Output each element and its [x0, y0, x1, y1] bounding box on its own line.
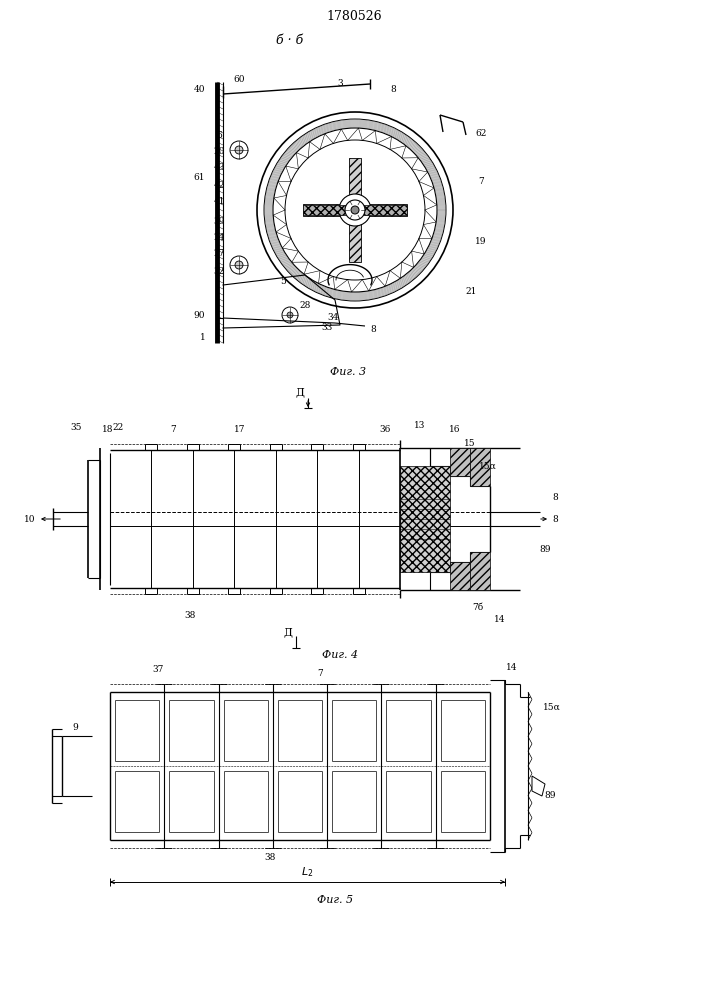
Polygon shape: [349, 158, 361, 196]
Text: 9: 9: [72, 722, 78, 732]
Text: 3: 3: [337, 80, 343, 89]
Text: 7: 7: [170, 426, 176, 434]
Text: 7: 7: [478, 178, 484, 186]
Polygon shape: [369, 204, 407, 216]
Text: 28: 28: [299, 300, 310, 310]
Text: 6: 6: [216, 130, 222, 139]
Text: 43: 43: [214, 163, 225, 172]
Text: 5: 5: [280, 277, 286, 286]
Text: б · б: б · б: [276, 33, 303, 46]
Text: 16: 16: [449, 426, 461, 434]
Bar: [400, 466, 450, 572]
Text: 19: 19: [475, 237, 486, 246]
Bar: [450, 448, 470, 476]
Circle shape: [230, 256, 248, 274]
Text: 38: 38: [264, 854, 276, 862]
Text: 39: 39: [214, 218, 225, 227]
Text: Д: Д: [284, 627, 293, 637]
Circle shape: [339, 194, 371, 226]
Text: 1780526: 1780526: [326, 10, 382, 23]
Text: 8: 8: [390, 86, 396, 95]
Text: 34: 34: [327, 314, 339, 322]
Text: 61: 61: [193, 174, 205, 182]
Text: 8: 8: [552, 492, 558, 502]
Text: 62: 62: [475, 129, 486, 138]
Circle shape: [230, 141, 248, 159]
Circle shape: [287, 312, 293, 318]
Text: 7б: 7б: [472, 603, 484, 612]
Text: 36: 36: [380, 426, 391, 434]
Text: 14: 14: [506, 662, 518, 672]
Text: 89: 89: [544, 792, 556, 800]
Text: 38: 38: [185, 610, 196, 619]
Text: 42: 42: [214, 180, 225, 190]
Bar: [450, 562, 470, 590]
Text: $L_2$: $L_2$: [301, 865, 313, 879]
Text: 90: 90: [193, 310, 205, 320]
Circle shape: [235, 261, 243, 269]
Circle shape: [282, 307, 298, 323]
Circle shape: [351, 206, 359, 214]
Polygon shape: [349, 224, 361, 262]
Text: 33: 33: [322, 324, 332, 332]
Circle shape: [235, 146, 243, 154]
Bar: [303, 205, 407, 215]
Text: 35: 35: [70, 424, 82, 432]
Text: 18: 18: [103, 426, 114, 434]
Text: 60: 60: [233, 76, 245, 85]
Bar: [470, 552, 490, 590]
Text: Фиг. 3: Фиг. 3: [330, 367, 366, 377]
Bar: [470, 448, 490, 486]
Polygon shape: [532, 776, 545, 796]
Text: 20: 20: [214, 147, 225, 156]
Text: 32: 32: [214, 267, 225, 276]
Text: Фиг. 4: Фиг. 4: [322, 650, 358, 660]
Text: 15: 15: [464, 438, 476, 448]
Text: 89: 89: [539, 544, 551, 554]
Text: 21: 21: [465, 288, 477, 296]
Text: 22: 22: [112, 424, 124, 432]
Polygon shape: [303, 204, 341, 216]
Text: 40: 40: [193, 86, 205, 95]
Text: 8: 8: [370, 326, 376, 334]
Text: 8: 8: [552, 514, 558, 524]
Circle shape: [345, 200, 365, 220]
Text: 7: 7: [317, 670, 323, 678]
Text: 14: 14: [494, 615, 506, 624]
Text: 37: 37: [152, 666, 164, 674]
Text: 10: 10: [24, 514, 36, 524]
Text: 15α: 15α: [479, 462, 497, 471]
Text: Фиг. 5: Фиг. 5: [317, 895, 353, 905]
Text: 15α: 15α: [543, 702, 561, 712]
Text: 13: 13: [414, 422, 426, 430]
Text: 24: 24: [214, 233, 225, 242]
Text: 27: 27: [214, 249, 225, 258]
Text: Д: Д: [296, 387, 305, 397]
Text: 17: 17: [234, 426, 246, 434]
Text: 1: 1: [200, 334, 206, 342]
Text: 41: 41: [214, 198, 225, 207]
